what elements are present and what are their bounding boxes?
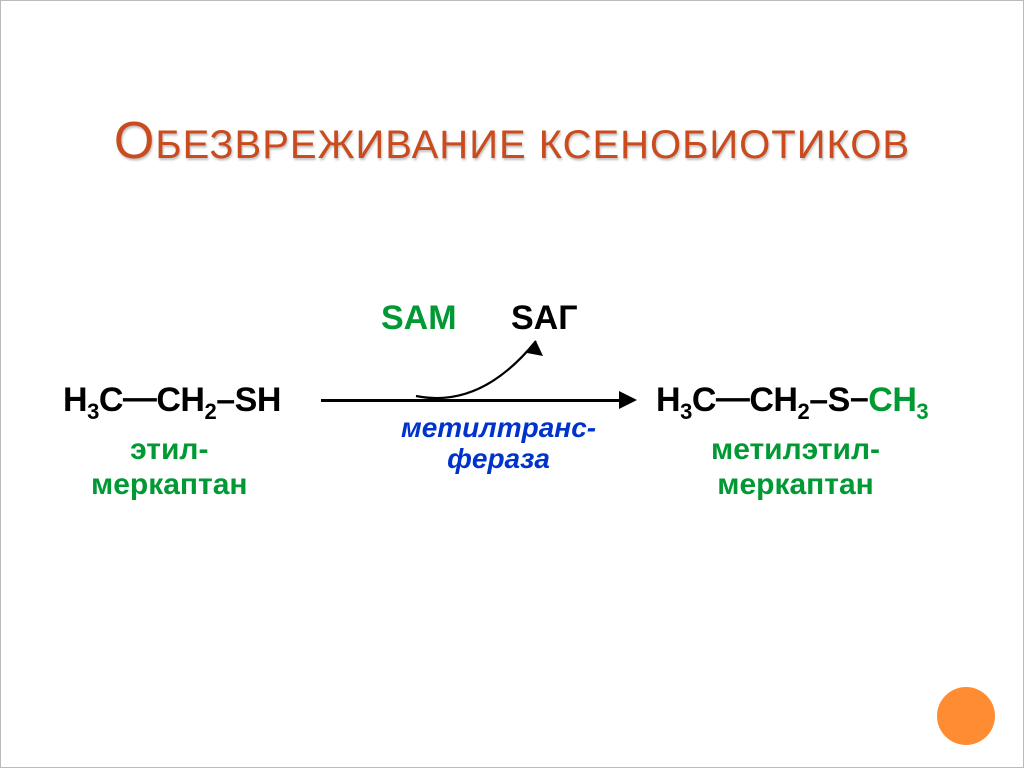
product-name-l1: метилэтил- xyxy=(711,433,880,466)
sh: SH xyxy=(235,381,281,419)
p-h: H xyxy=(656,381,680,419)
p-bond1: — xyxy=(716,379,750,417)
enzyme-l2: фераза xyxy=(447,443,550,474)
reactant-name-l2: меркаптан xyxy=(91,468,248,501)
reactant-name: этил- меркаптан xyxy=(91,433,248,502)
p-c: C xyxy=(692,381,716,419)
reaction-arrow-head xyxy=(619,391,637,409)
reactant-name-l1: этил- xyxy=(130,433,208,466)
p-sub3: 3 xyxy=(680,399,692,424)
p-bond3: – xyxy=(850,379,868,417)
p-bond2: – xyxy=(809,381,827,419)
enzyme-label: метилтранс- фераза xyxy=(401,413,596,475)
enzyme-l1: метилтранс- xyxy=(401,412,596,443)
c: C xyxy=(99,381,123,419)
p-sub3b: 3 xyxy=(916,399,928,424)
sub2: 2 xyxy=(204,399,216,424)
decor-circle xyxy=(937,687,995,745)
p-s: S xyxy=(828,381,850,419)
slide: ОБЕЗВРЕЖИВАНИЕ КСЕНОБИОТИКОВ H3C—CH2–SH … xyxy=(0,0,1024,768)
bond2: – xyxy=(216,381,234,419)
title-capital: О xyxy=(114,112,155,170)
title-rest: БЕЗВРЕЖИВАНИЕ КСЕНОБИОТИКОВ xyxy=(155,123,910,167)
ch: CH xyxy=(156,381,204,419)
p-sub2: 2 xyxy=(797,399,809,424)
product-name-l2: меркаптан xyxy=(717,468,874,501)
p-ch3: CH xyxy=(868,381,916,419)
slide-title: ОБЕЗВРЕЖИВАНИЕ КСЕНОБИОТИКОВ xyxy=(1,111,1023,171)
sub3: 3 xyxy=(87,399,99,424)
reactant-formula: H3C—CH2–SH xyxy=(63,381,281,420)
h: H xyxy=(63,381,87,419)
bond1: — xyxy=(123,379,157,417)
cofactor-curve-arrow xyxy=(361,301,591,401)
product-name: метилэтил- меркаптан xyxy=(711,433,880,502)
p-ch: CH xyxy=(749,381,797,419)
product-formula: H3C—CH2–S–CH3 xyxy=(656,381,928,420)
